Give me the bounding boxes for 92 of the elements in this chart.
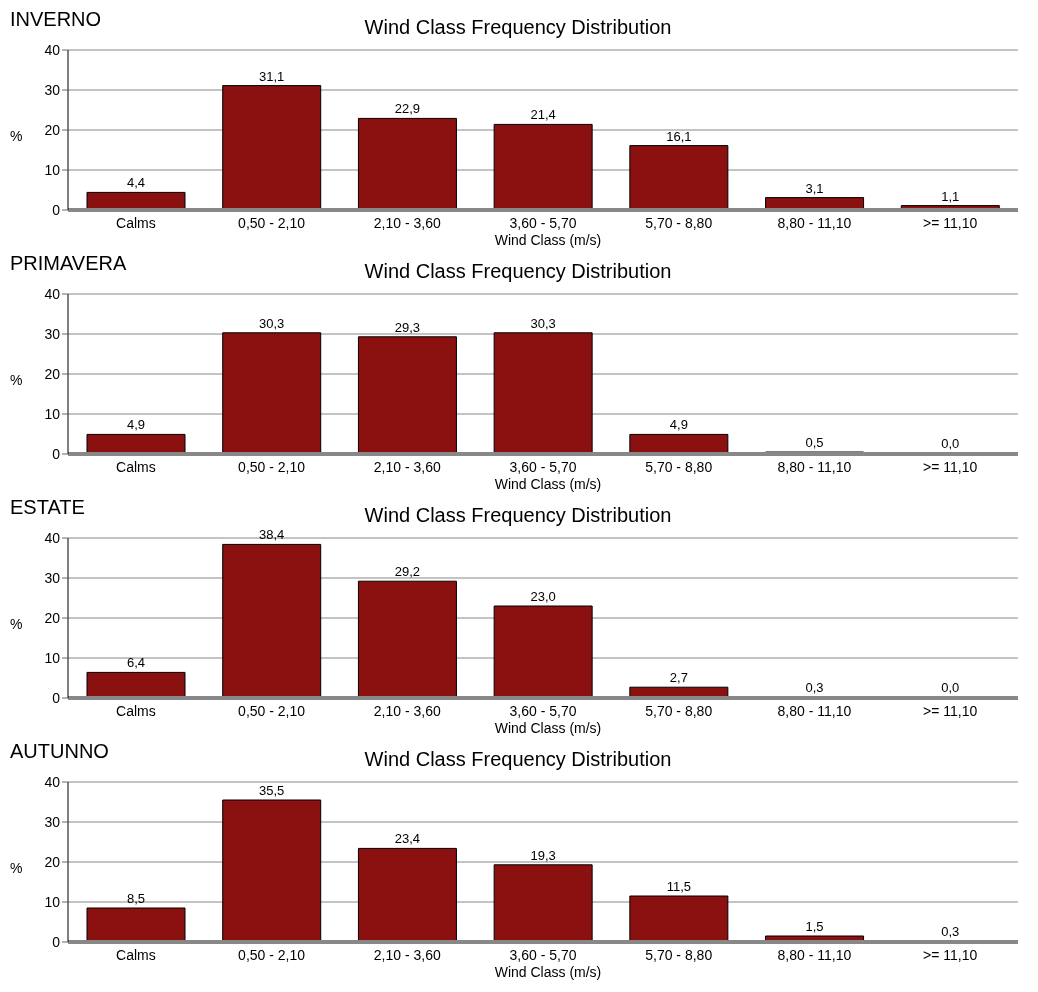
- x-tick-label: 8,80 - 11,10: [777, 946, 852, 963]
- data-label: 35,5: [259, 783, 285, 798]
- y-tick-label: 30: [44, 569, 61, 586]
- y-tick-label: 0: [52, 689, 61, 706]
- x-tick-label: 8,80 - 11,10: [777, 458, 852, 475]
- data-label: 1,5: [805, 919, 824, 934]
- data-label: 1,1: [941, 188, 960, 204]
- x-tick-label: 2,10 - 3,60: [373, 946, 441, 963]
- y-tick-label: 40: [44, 285, 61, 302]
- x-tick-label: 2,10 - 3,60: [373, 458, 441, 475]
- data-label: 8,5: [126, 891, 146, 906]
- x-tick-label: 0,50 - 2,10: [238, 702, 306, 719]
- data-label: 29,2: [394, 564, 421, 580]
- chart-title: Wind Class Frequency Distribution: [364, 504, 672, 526]
- y-axis-title: %: [10, 372, 23, 388]
- x-tick-label: 2,10 - 3,60: [373, 702, 441, 719]
- y-tick-label: 30: [44, 813, 61, 830]
- y-tick-label: 40: [44, 41, 61, 58]
- y-tick-label: 0: [52, 933, 61, 950]
- data-label: 0,3: [941, 923, 960, 939]
- x-tick-label: 0,50 - 2,10: [238, 458, 306, 475]
- data-label: 0,5: [805, 435, 824, 450]
- x-tick-label: >= 11,10: [923, 458, 978, 475]
- data-label: 30,3: [530, 315, 556, 331]
- x-tick-label: 8,80 - 11,10: [777, 702, 852, 719]
- y-tick-label: 20: [44, 365, 61, 382]
- x-tick-label: Calms: [116, 214, 156, 231]
- x-axis-title: Wind Class (m/s): [493, 232, 603, 248]
- x-tick-label: 2,10 - 3,60: [373, 214, 441, 231]
- x-tick-label: >= 11,10: [923, 946, 978, 963]
- x-tick-label: 3,60 - 5,70: [509, 214, 577, 231]
- x-tick-label: 5,70 - 8,80: [645, 702, 713, 719]
- chart-subtitle: ESTATE: [10, 496, 85, 519]
- y-tick-label: 20: [44, 121, 61, 138]
- y-axis-title: %: [10, 616, 23, 632]
- y-tick-label: 10: [44, 893, 61, 910]
- data-label: 4,4: [126, 175, 146, 191]
- x-tick-label: Calms: [116, 946, 156, 963]
- x-tick-label: 3,60 - 5,70: [509, 946, 577, 963]
- data-label: 38,4: [259, 527, 285, 543]
- data-label: 22,9: [394, 101, 421, 117]
- data-label: 30,3: [259, 315, 285, 331]
- x-tick-label: 0,50 - 2,10: [238, 214, 306, 231]
- data-label: 0,3: [805, 679, 824, 695]
- x-tick-label: >= 11,10: [923, 214, 978, 231]
- data-label: 23,0: [530, 589, 556, 604]
- x-tick-label: 3,60 - 5,70: [509, 702, 577, 719]
- chart-title: Wind Class Frequency Distribution: [364, 748, 672, 770]
- chart-subtitle: AUTUNNO: [10, 740, 109, 763]
- y-tick-label: 0: [52, 445, 61, 462]
- y-axis-title: %: [10, 128, 23, 144]
- x-tick-label: 8,80 - 11,10: [777, 214, 852, 231]
- data-label: 21,4: [530, 107, 556, 123]
- x-tick-label: 0,50 - 2,10: [238, 946, 306, 963]
- chart-subtitle: PRIMAVERA: [10, 252, 127, 275]
- data-label: 4,9: [669, 417, 688, 433]
- y-tick-label: 10: [44, 649, 61, 666]
- x-tick-label: 5,70 - 8,80: [645, 458, 713, 475]
- data-label: 6,4: [126, 655, 146, 671]
- y-tick-label: 30: [44, 325, 61, 342]
- y-tick-label: 40: [44, 529, 61, 546]
- y-tick-label: 20: [44, 609, 61, 626]
- y-axis-title: %: [10, 860, 23, 876]
- y-tick-label: 10: [44, 405, 61, 422]
- x-tick-label: 5,70 - 8,80: [645, 946, 713, 963]
- chart-title: Wind Class Frequency Distribution: [364, 16, 672, 38]
- x-tick-label: 3,60 - 5,70: [509, 458, 577, 475]
- data-label: 23,4: [394, 831, 421, 847]
- data-label: 4,9: [126, 417, 146, 433]
- y-tick-label: 30: [44, 81, 61, 98]
- x-axis-title: Wind Class (m/s): [493, 964, 603, 980]
- x-axis-title: Wind Class (m/s): [493, 476, 603, 492]
- data-label: 11,5: [666, 879, 692, 894]
- x-tick-label: >= 11,10: [923, 702, 978, 719]
- y-tick-label: 20: [44, 853, 61, 870]
- data-label: 29,3: [394, 319, 421, 335]
- x-tick-label: 5,70 - 8,80: [645, 214, 713, 231]
- data-label: 31,1: [259, 68, 285, 84]
- y-tick-label: 40: [44, 773, 61, 790]
- y-tick-label: 0: [52, 201, 61, 218]
- data-label: 2,7: [669, 670, 688, 686]
- x-axis-title: Wind Class (m/s): [493, 720, 603, 736]
- data-label: 0,0: [941, 436, 960, 451]
- data-label: 19,3: [530, 847, 556, 863]
- data-label: 0,0: [941, 680, 960, 695]
- data-label: 16,1: [666, 128, 692, 144]
- x-tick-label: Calms: [116, 458, 156, 475]
- chart-title: Wind Class Frequency Distribution: [364, 260, 672, 282]
- data-label: 3,1: [805, 180, 824, 196]
- x-tick-label: Calms: [116, 702, 156, 719]
- chart-subtitle: INVERNO: [10, 8, 102, 31]
- y-tick-label: 10: [44, 161, 61, 178]
